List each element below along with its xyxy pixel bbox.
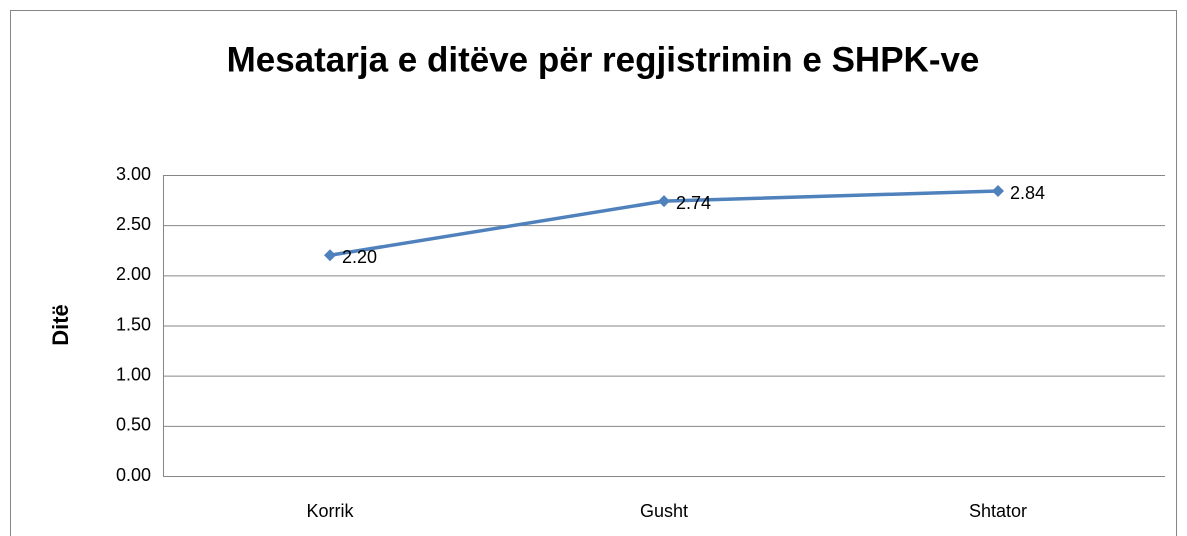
marker [324,249,336,262]
chart-border [10,10,1177,536]
data-label: 2.74 [676,193,711,213]
chart-title: Mesatarja e ditëve për regjistrimin e SH… [227,40,980,79]
y-tick-label: 1.50 [116,314,151,334]
y-tick-label: 3.00 [116,164,151,184]
y-tick-label: 2.50 [116,214,151,234]
x-tick-label: Shtator [969,501,1027,521]
marker [658,195,670,208]
data-label: 2.84 [1010,183,1045,203]
x-tick-label: Korrik [306,501,354,521]
y-tick-label: 2.00 [116,264,151,284]
marker [992,185,1004,198]
x-tick-label: Gusht [640,501,688,521]
y-axis-label: Ditë [48,304,73,346]
y-tick-label: 1.00 [116,364,151,384]
data-label: 2.20 [342,247,377,267]
y-tick-label: 0.00 [116,465,151,485]
y-tick-label: 0.50 [116,415,151,435]
